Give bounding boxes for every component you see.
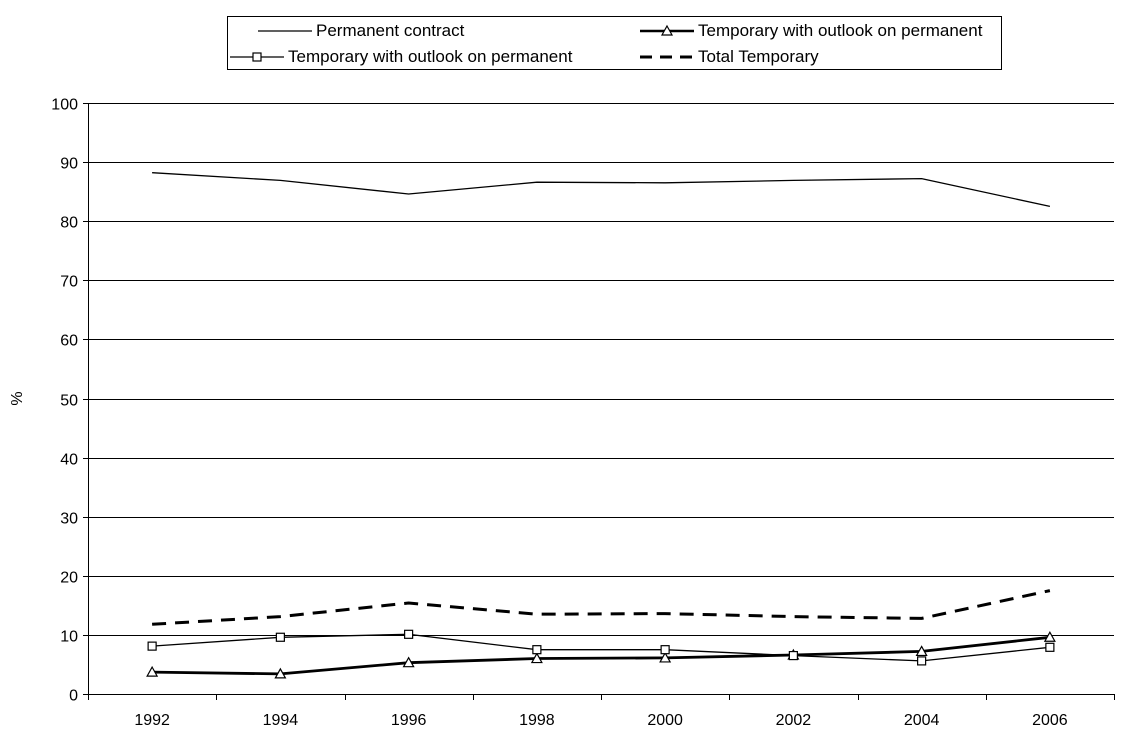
legend-label: Total Temporary — [698, 47, 819, 66]
square-marker — [147, 641, 157, 651]
legend-swatch-thin-line — [258, 30, 312, 32]
y-tick-label: 10 — [60, 629, 78, 646]
legend-item-total-temporary: Total Temporary — [640, 45, 819, 69]
y-tick-label: 70 — [60, 274, 78, 291]
square-marker — [660, 645, 670, 655]
y-tick-label: 60 — [60, 333, 78, 350]
legend-label: Temporary with outlook on permanent — [698, 21, 983, 40]
y-tick-label: 80 — [60, 215, 78, 232]
legend-item-temporary-outlook-triangle: Temporary with outlook on permanent — [640, 19, 982, 43]
y-tick-label: 30 — [60, 511, 78, 528]
legend-swatch-square-line — [230, 52, 284, 62]
x-tick-label: 1992 — [134, 712, 170, 729]
x-tick-label: 2006 — [1032, 712, 1068, 729]
legend-swatch-dashed-line — [640, 55, 694, 59]
y-axis-title: % — [9, 391, 26, 405]
y-tick-label: 40 — [60, 452, 78, 469]
series-line-3 — [152, 589, 1051, 626]
x-tick-label: 2000 — [647, 712, 683, 729]
legend-swatch-triangle-line — [640, 24, 694, 36]
triangle-marker — [1043, 631, 1056, 642]
square-marker — [1045, 642, 1055, 652]
series-line-0 — [152, 172, 1051, 208]
square-marker — [404, 629, 414, 639]
square-marker — [788, 650, 798, 661]
y-tick-label: 90 — [60, 156, 78, 173]
triangle-marker — [530, 652, 543, 664]
triangle-marker — [915, 645, 928, 657]
square-marker — [532, 645, 542, 655]
y-tick-label: 100 — [51, 97, 78, 114]
x-tick-label: 2004 — [904, 712, 940, 729]
legend: Permanent contract Temporary with outloo… — [227, 16, 1002, 70]
y-tick-label: 20 — [60, 570, 78, 587]
square-marker — [275, 632, 285, 642]
triangle-marker — [146, 665, 159, 677]
triangle-marker — [274, 667, 287, 679]
triangle-marker — [402, 656, 415, 668]
gridlines — [88, 103, 1114, 636]
series-line-2 — [152, 633, 1050, 662]
legend-item-temporary-outlook-square: Temporary with outlook on permanent — [230, 45, 572, 69]
x-tick-label: 1996 — [391, 712, 427, 729]
square-marker — [917, 656, 927, 666]
y-tick-label: 0 — [69, 688, 78, 705]
tick-labels: 0 10 20 30 40 50 60 70 80 90 100 1992 1994 1996 1998 20… — [51, 97, 1067, 730]
legend-label: Temporary with outlook on permanent — [288, 47, 573, 66]
legend-item-permanent-contract: Permanent contract — [258, 19, 464, 43]
x-tick-label: 1998 — [519, 712, 555, 729]
axes — [83, 103, 1115, 700]
legend-label: Permanent contract — [316, 21, 465, 40]
series-line-1 — [152, 635, 1051, 676]
series-lines — [146, 172, 1056, 679]
triangle-marker — [659, 651, 672, 663]
y-tick-label: 50 — [60, 393, 78, 410]
x-tick-label: 1994 — [263, 712, 299, 729]
x-tick-label: 2002 — [776, 712, 812, 729]
